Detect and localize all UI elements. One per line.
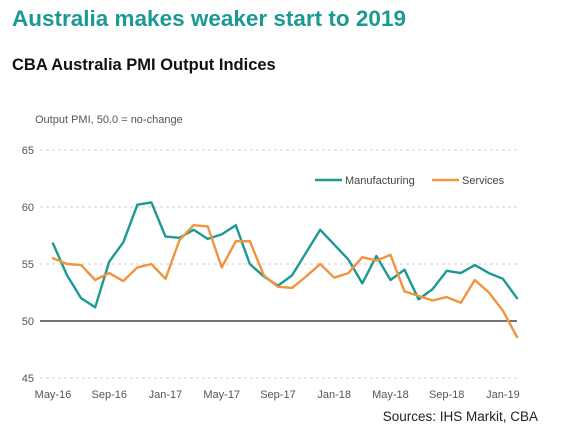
x-tick-label: May-17 xyxy=(203,389,240,401)
legend: Manufacturing Services xyxy=(315,175,505,187)
gridlines xyxy=(40,149,517,379)
series-lines xyxy=(51,201,519,339)
x-tick-label: Sep-18 xyxy=(429,389,464,401)
x-tick-label: Jan-17 xyxy=(149,389,183,401)
x-tick-label: Sep-17 xyxy=(260,389,295,401)
y-tick-label: 55 xyxy=(22,259,34,271)
y-tick-labels: 45 50 55 60 65 xyxy=(22,145,34,385)
y-axis-label: Output PMI, 50.0 = no-change xyxy=(35,114,183,126)
y-tick-label: 60 xyxy=(22,202,34,214)
y-tick-label: 50 xyxy=(22,316,34,328)
series-line-manufacturing xyxy=(51,201,519,309)
x-tick-label: Sep-16 xyxy=(92,389,127,401)
series-line-services xyxy=(51,223,519,339)
x-tick-label: May-18 xyxy=(372,389,409,401)
y-tick-label: 45 xyxy=(22,373,34,385)
x-tick-labels: May-16 Sep-16 Jan-17 May-17 Sep-17 Jan-18 May-… xyxy=(35,389,520,401)
y-tick-label: 65 xyxy=(22,145,34,157)
chart-title: Australia makes weaker start to 2019 xyxy=(12,6,406,31)
x-tick-label: May-16 xyxy=(35,389,72,401)
legend-label-services: Services xyxy=(462,175,505,187)
x-tick-label: Jan-19 xyxy=(486,389,520,401)
source-note: Sources: IHS Markit, CBA xyxy=(382,409,538,424)
x-tick-label: Jan-18 xyxy=(317,389,351,401)
legend-label-manufacturing: Manufacturing xyxy=(345,175,415,187)
chart-subtitle: CBA Australia PMI Output Indices xyxy=(12,56,276,74)
